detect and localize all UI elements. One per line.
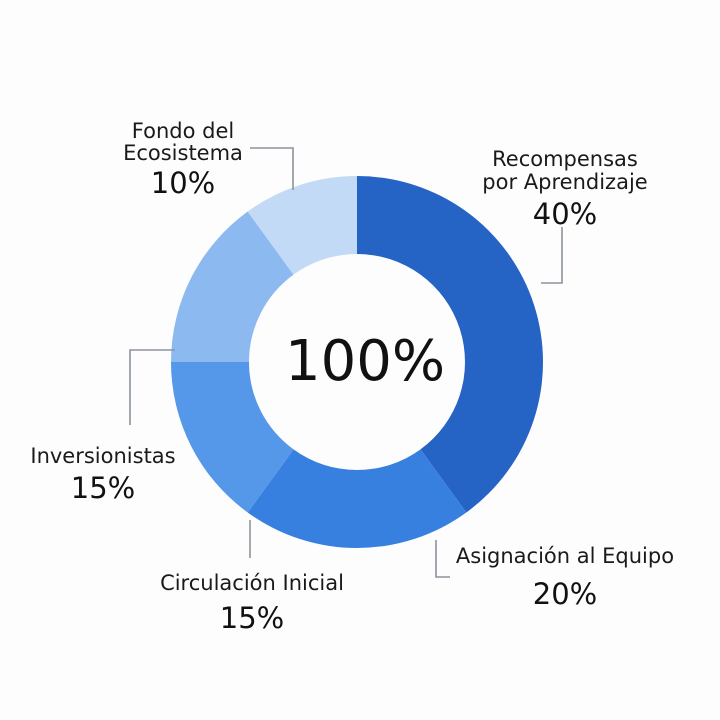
label-inversionistas-line-1: Inversionistas [30, 444, 175, 468]
slice-inversionistas [171, 211, 294, 362]
label-recompensas-por-aprendizaje-percent: 40% [533, 197, 597, 231]
leader-line-recompensas-por-aprendizaje [541, 227, 563, 284]
donut-slices [171, 176, 544, 548]
label-fondo-del-ecosistema-line-2: Ecosistema [123, 141, 243, 165]
label-fondo-del-ecosistema-percent: 10% [151, 166, 215, 200]
label-asignacion-al-equipo-line-1: Asignación al Equipo [456, 544, 674, 568]
label-recompensas-por-aprendizaje-line-1: Recompensas [492, 147, 638, 171]
slice-circulacion-inicial [171, 362, 294, 513]
leader-lines [129, 147, 563, 578]
leader-line-asignacion-al-equipo [435, 540, 450, 578]
slice-fondo-del-ecosistema [247, 176, 357, 275]
label-recompensas-por-aprendizaje-line-2: por Aprendizaje [482, 170, 647, 194]
slice-asignacion-al-equipo [247, 449, 467, 548]
label-circulacion-inicial-line-1: Circulación Inicial [160, 571, 344, 595]
leader-line-fondo-del-ecosistema [250, 147, 294, 190]
label-circulacion-inicial-percent: 15% [220, 601, 284, 635]
label-inversionistas-percent: 15% [71, 471, 135, 505]
leader-line-inversionistas [129, 349, 175, 425]
label-asignacion-al-equipo-percent: 20% [533, 577, 597, 611]
slice-recompensas-por-aprendizaje [357, 176, 544, 513]
center-label: 100% [285, 329, 445, 394]
label-fondo-del-ecosistema-line-1: Fondo del [132, 119, 234, 143]
